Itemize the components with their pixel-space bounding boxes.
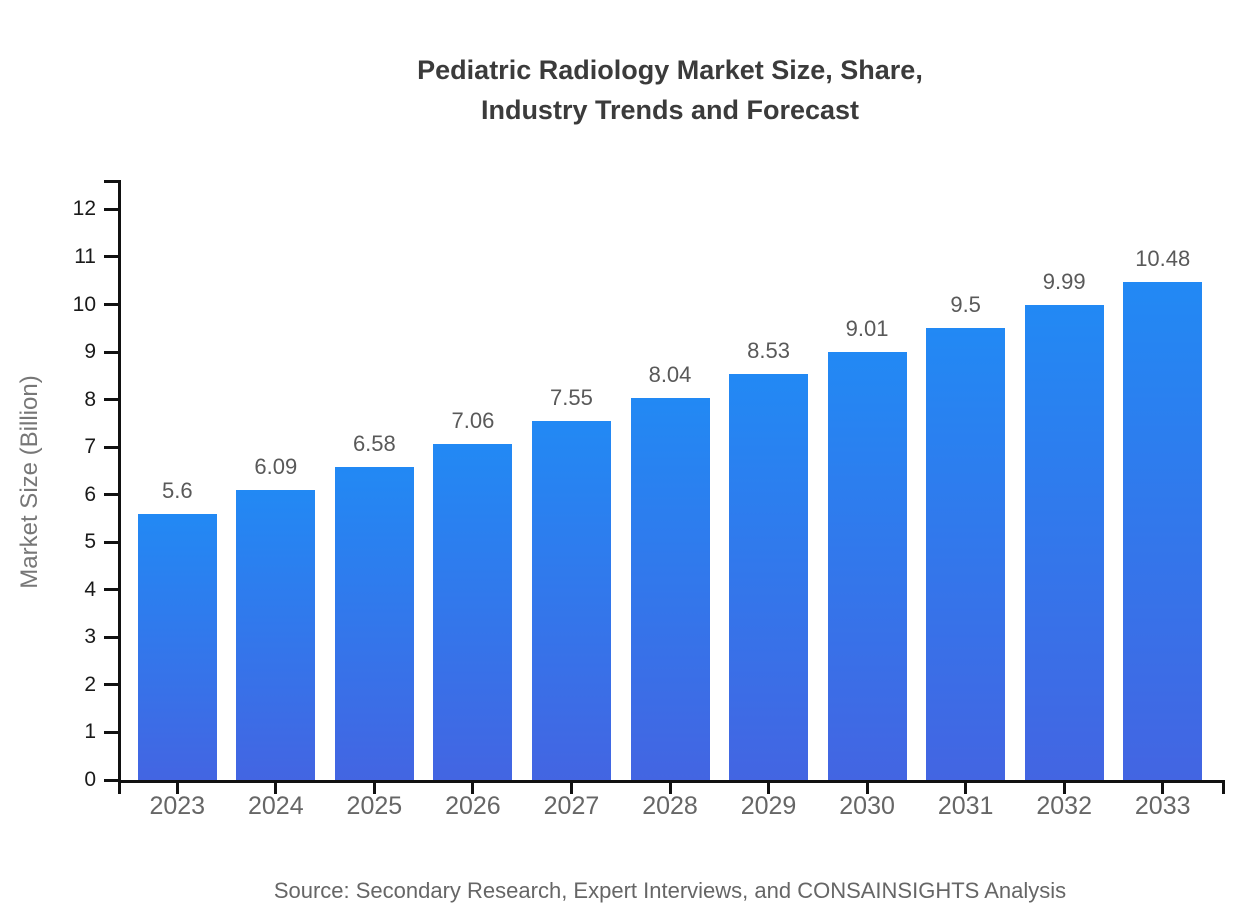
bar-value-label: 7.55 (550, 384, 593, 410)
chart-title-line-1: Pediatric Radiology Market Size, Share, (417, 55, 923, 85)
bar-value-label: 9.5 (950, 292, 981, 318)
bar-value-label: 8.53 (747, 338, 790, 364)
y-axis-title: Market Size (Billion) (16, 375, 43, 589)
x-tick-label: 2025 (346, 792, 403, 820)
x-tick (865, 780, 869, 794)
x-tick (964, 780, 968, 794)
chart-title-line-2: Industry Trends and Forecast (480, 95, 860, 125)
y-tick (104, 207, 118, 211)
y-tick (104, 635, 118, 639)
bar (729, 374, 809, 780)
y-tick-label: 7 (84, 435, 96, 459)
y-tick-label: 12 (72, 197, 96, 221)
x-tick (569, 780, 573, 794)
x-tick (175, 780, 179, 794)
x-tick (668, 780, 672, 794)
y-tick-label: 5 (84, 530, 96, 554)
bar-value-label: 5.6 (161, 477, 193, 503)
bar-value-label: 7.06 (451, 408, 495, 434)
bar (236, 490, 316, 780)
bar-value-label: 9.99 (1042, 268, 1086, 294)
y-tick (104, 350, 118, 354)
y-tick (104, 493, 118, 497)
bar (926, 328, 1006, 780)
y-tick (104, 540, 118, 544)
x-tick-label: 2029 (740, 792, 797, 820)
bar (137, 513, 217, 780)
x-tick (471, 780, 475, 794)
bar (531, 420, 611, 780)
x-axis-end-cap (1222, 780, 1225, 794)
bar-value-label: 8.04 (648, 361, 692, 387)
y-tick-label: 9 (84, 340, 96, 364)
x-tick-label: 2028 (642, 792, 698, 820)
y-tick (104, 683, 118, 687)
x-tick-label: 2033 (1134, 792, 1191, 820)
x-tick-label: 2027 (543, 792, 600, 820)
y-tick (104, 730, 118, 734)
y-tick-label: 2 (84, 672, 96, 696)
y-tick-label: 3 (84, 625, 96, 649)
bar-value-label: 6.58 (352, 431, 396, 457)
x-tick-label: 2024 (248, 792, 304, 820)
y-tick (104, 255, 118, 259)
source-caption: Source: Secondary Research, Expert Inter… (273, 878, 1067, 903)
y-tick-label: 1 (84, 720, 96, 744)
x-tick (1062, 780, 1066, 794)
bar (630, 397, 710, 780)
y-tick (104, 303, 118, 306)
y-tick-label: 6 (84, 482, 96, 506)
bar (827, 351, 907, 780)
bar (1024, 304, 1104, 780)
x-tick-label: 2032 (1036, 792, 1092, 820)
bar (334, 467, 414, 780)
chart-title: Pediatric Radiology Market Size, Share, … (118, 50, 1222, 130)
x-tick (372, 780, 376, 794)
y-tick (104, 588, 118, 592)
x-tick-label: 2026 (445, 792, 501, 820)
y-tick (104, 398, 118, 402)
x-tick-label: 2031 (937, 792, 994, 820)
y-tick-label: 4 (84, 577, 96, 601)
bar-value-label: 6.09 (254, 454, 298, 480)
x-axis-line (118, 780, 1225, 783)
y-tick-label: 0 (84, 768, 96, 791)
x-tick-label: 2023 (149, 792, 206, 820)
y-tick (104, 778, 118, 782)
x-tick (767, 780, 771, 794)
y-tick-label: 10 (72, 292, 96, 316)
y-tick-label: 8 (84, 387, 96, 411)
bar (433, 444, 513, 780)
bar-value-label: 10.48 (1135, 245, 1191, 271)
y-axis-line (118, 180, 121, 794)
bar (1123, 281, 1203, 780)
x-tick-label: 2030 (839, 792, 895, 820)
x-tick (1161, 780, 1165, 794)
bar-value-label: 9.01 (845, 315, 889, 341)
y-tick (104, 445, 118, 449)
y-axis-end-cap (104, 180, 118, 183)
y-tick-label: 11 (74, 244, 96, 268)
x-tick (274, 780, 278, 794)
